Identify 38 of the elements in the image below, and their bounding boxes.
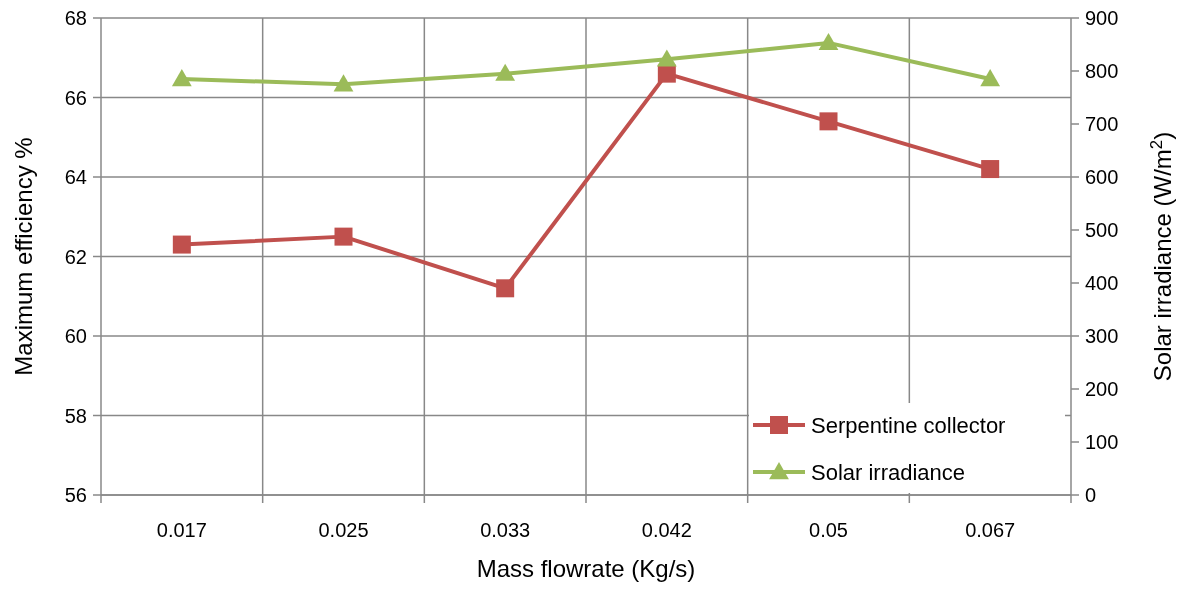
point bbox=[819, 112, 838, 131]
legend-label: Serpentine collector bbox=[811, 413, 1006, 438]
y2-tick-label: 400 bbox=[1085, 272, 1119, 294]
y2-tick-label: 100 bbox=[1085, 431, 1119, 453]
y-tick-label: 58 bbox=[64, 404, 87, 427]
x-axis-title: Mass flowrate (Kg/s) bbox=[476, 555, 696, 582]
y-tick-label: 62 bbox=[64, 245, 87, 268]
y2-tick-label: 800 bbox=[1085, 60, 1119, 82]
x-tick-label: 0.042 bbox=[641, 519, 692, 541]
y2-tick-label: 900 bbox=[1085, 7, 1119, 29]
point bbox=[171, 69, 192, 87]
y-tick-label: 60 bbox=[64, 325, 87, 347]
x-tick-label: 0.05 bbox=[809, 519, 848, 541]
point bbox=[981, 160, 1000, 179]
x-tick-label: 0.033 bbox=[480, 519, 531, 541]
point bbox=[656, 49, 677, 67]
y2-tick-label: 600 bbox=[1085, 166, 1119, 188]
y2-tick-label: 300 bbox=[1085, 325, 1119, 347]
point bbox=[496, 279, 515, 298]
point bbox=[818, 33, 839, 51]
y-axis-title: Maximum efficiency % bbox=[10, 137, 37, 376]
legend-label: Solar irradiance bbox=[811, 460, 966, 485]
point bbox=[495, 63, 516, 81]
y2-tick-label: 200 bbox=[1085, 378, 1119, 400]
y2-tick-label: 700 bbox=[1085, 113, 1119, 135]
y-tick-label: 68 bbox=[64, 7, 87, 29]
point bbox=[172, 235, 191, 254]
y2-tick-label: 500 bbox=[1085, 219, 1119, 241]
x-tick-label: 0.017 bbox=[156, 519, 207, 541]
y-tick-label: 64 bbox=[64, 166, 87, 188]
y2-tick-label: 0 bbox=[1085, 484, 1097, 506]
point bbox=[333, 74, 354, 92]
y-tick-label: 56 bbox=[64, 484, 87, 506]
point bbox=[334, 227, 353, 246]
x-tick-label: 0.025 bbox=[318, 519, 369, 541]
point bbox=[980, 69, 1001, 87]
y-tick-label: 66 bbox=[64, 86, 87, 109]
x-tick-label: 0.067 bbox=[965, 519, 1016, 541]
